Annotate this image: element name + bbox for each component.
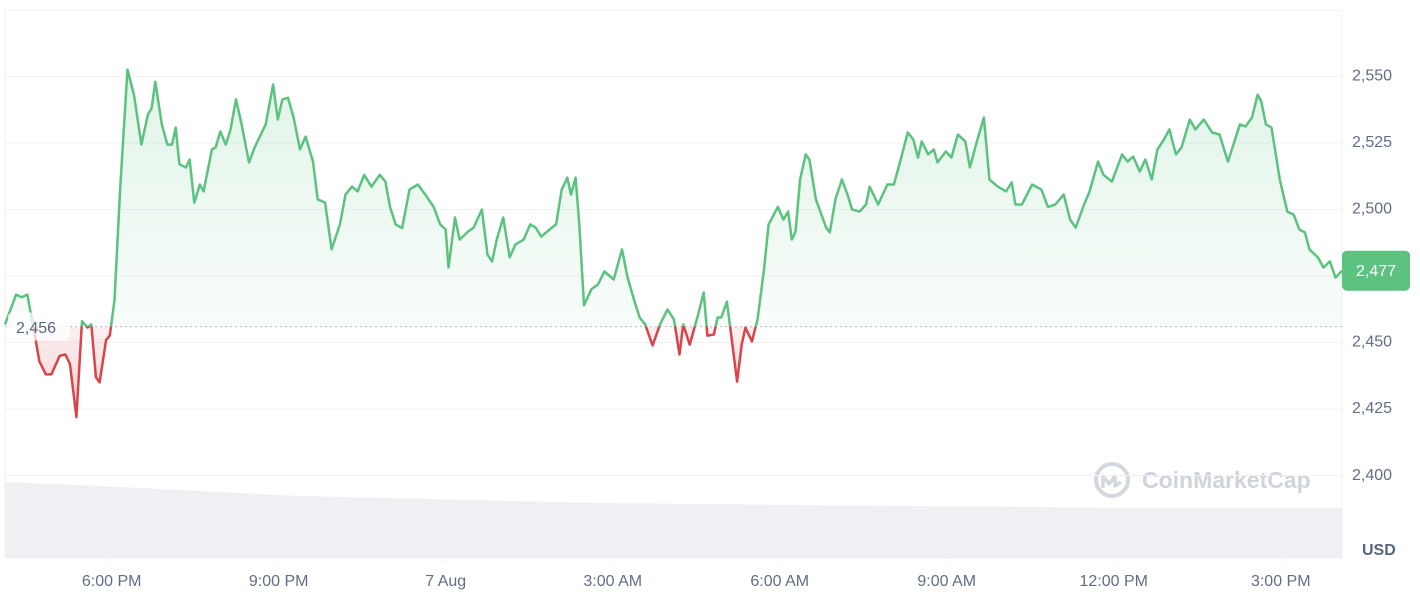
y-tick-label: 2,425: [1352, 400, 1392, 417]
current-price-label: 2,477: [1356, 263, 1396, 280]
unit-label: USD: [1362, 542, 1396, 559]
x-tick-label: 3:00 PM: [1251, 573, 1311, 590]
y-tick-label: 2,500: [1352, 201, 1392, 218]
x-tick-label: 9:00 AM: [917, 573, 976, 590]
area: [5, 69, 1342, 417]
y-tick-label: 2,550: [1352, 68, 1392, 85]
x-tick-label: 7 Aug: [425, 573, 466, 590]
x-tick-label: 12:00 PM: [1080, 573, 1148, 590]
baseline-label: 2,456: [16, 320, 56, 337]
y-tick-label: 2,525: [1352, 134, 1392, 151]
x-tick-label: 3:00 AM: [583, 573, 642, 590]
volume-area: [5, 482, 1342, 558]
watermark-logo: [1094, 462, 1130, 498]
x-tick-label: 9:00 PM: [249, 573, 309, 590]
current-price-box: [1342, 250, 1410, 291]
x-tick-label: 6:00 PM: [82, 573, 142, 590]
watermark: CoinMarketCap: [1142, 467, 1311, 493]
y-tick-label: 2,400: [1352, 467, 1392, 484]
y-tick-label: 2,450: [1352, 334, 1392, 351]
price-line: [3, 68, 1343, 419]
x-tick-label: 6:00 AM: [750, 573, 809, 590]
baseline-label-box: [8, 312, 70, 341]
